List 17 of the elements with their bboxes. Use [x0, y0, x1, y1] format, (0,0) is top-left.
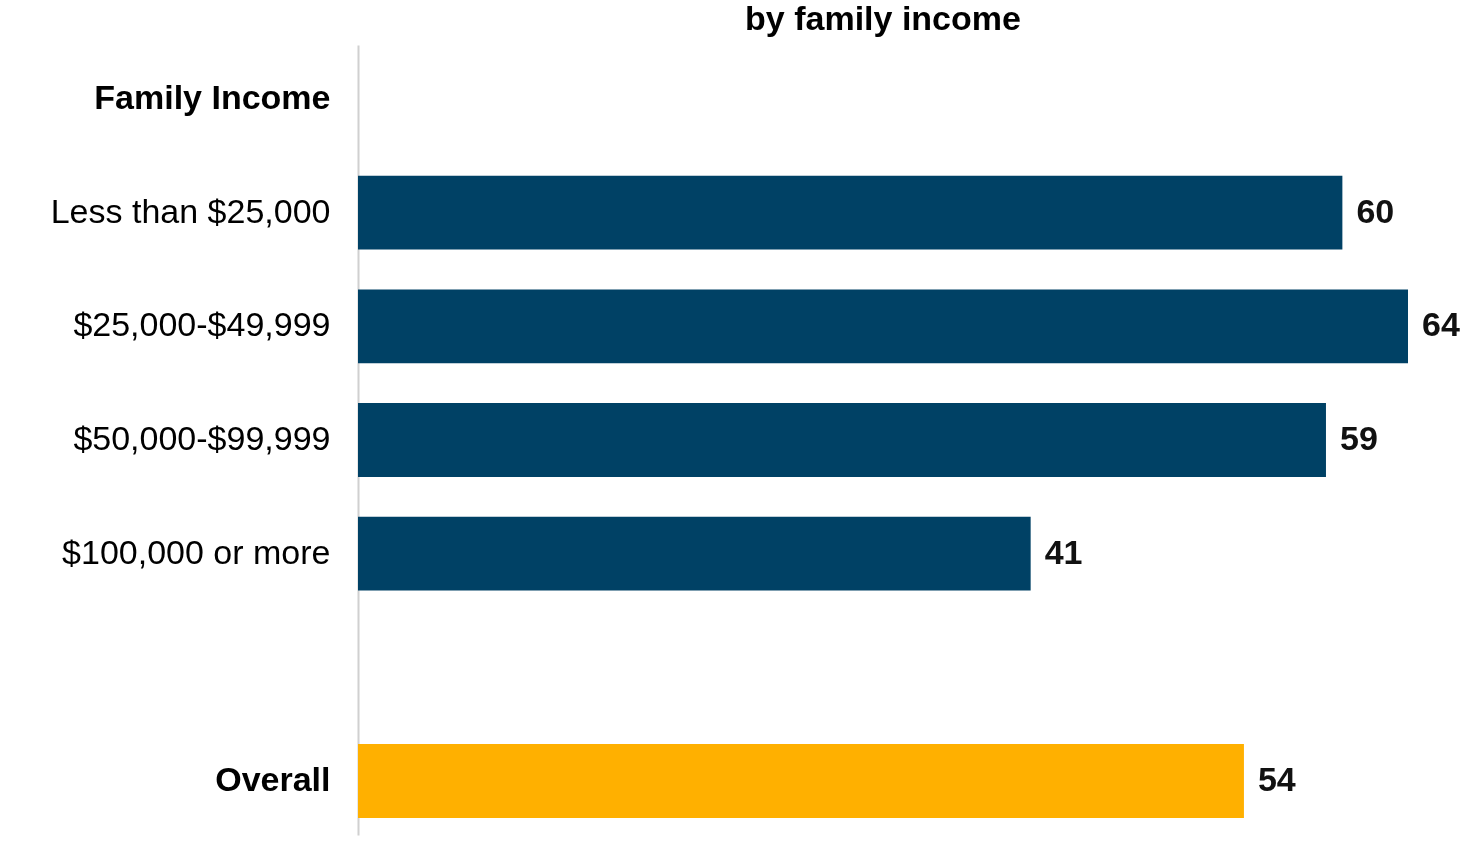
y-tick-label: $100,000 or more — [62, 532, 331, 571]
bar — [358, 289, 1408, 364]
data-label: 64 — [1422, 305, 1460, 344]
bar — [358, 403, 1326, 477]
y-tick-label: Overall — [215, 760, 331, 799]
data-label: 54 — [1257, 760, 1296, 799]
y-tick-label: Family Income — [94, 77, 331, 116]
bar — [358, 516, 1031, 591]
bar — [358, 175, 1343, 250]
y-tick-label: $25,000-$49,999 — [73, 305, 331, 344]
chart-title: by family income — [745, 0, 1021, 37]
y-tick-label: $50,000-$99,999 — [73, 419, 331, 457]
data-label: 59 — [1339, 419, 1378, 457]
data-label: 41 — [1044, 532, 1083, 571]
data-label: 60 — [1356, 191, 1395, 230]
y-tick-label: Less than $25,000 — [50, 191, 331, 230]
bar — [358, 744, 1244, 818]
